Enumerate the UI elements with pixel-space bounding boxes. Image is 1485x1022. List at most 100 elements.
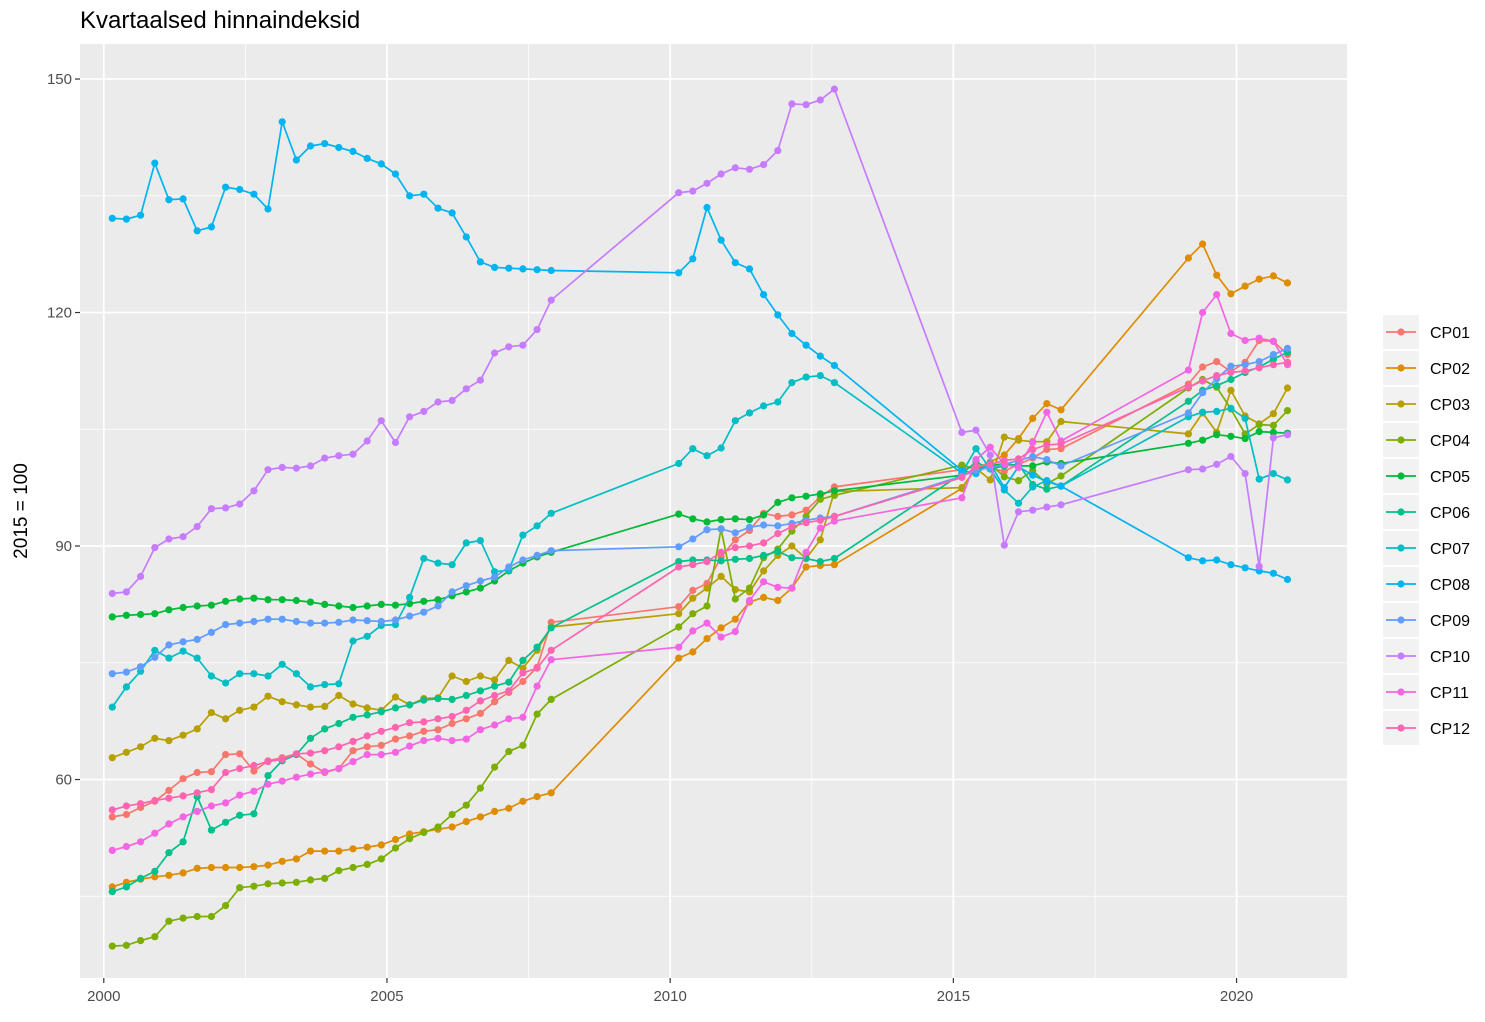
data-point <box>1184 554 1192 562</box>
legend-key-point <box>1397 688 1405 696</box>
data-point <box>335 867 343 875</box>
legend-item-cp09: CP09 <box>1383 603 1470 637</box>
data-point <box>306 876 315 884</box>
data-point <box>349 450 357 458</box>
data-point <box>122 748 130 756</box>
data-point <box>420 727 428 735</box>
data-point <box>1029 452 1037 461</box>
data-point <box>519 677 527 686</box>
series-layer <box>108 85 1292 950</box>
data-point <box>972 463 980 471</box>
data-point <box>717 572 725 581</box>
data-point <box>547 656 555 664</box>
data-point <box>448 396 456 405</box>
legend-item-cp04: CP04 <box>1383 423 1470 457</box>
data-point <box>264 758 272 766</box>
data-point <box>1227 452 1235 461</box>
data-point <box>1000 451 1008 459</box>
data-point <box>264 692 272 700</box>
data-point <box>193 807 201 816</box>
data-point <box>236 706 244 714</box>
data-point <box>1283 575 1292 584</box>
data-point <box>363 743 371 751</box>
data-point <box>179 638 187 646</box>
data-point <box>321 747 329 755</box>
legend: CP01 CP02 CP03 CP04 CP05 CP06 CP07 CP08 CP09 CP10… <box>1382 314 1470 746</box>
data-point <box>122 588 130 596</box>
data-point <box>406 192 414 200</box>
data-point <box>1057 462 1065 470</box>
data-point <box>292 773 300 781</box>
data-point <box>986 451 994 459</box>
data-point <box>306 683 315 691</box>
data-point <box>1283 476 1292 484</box>
data-point <box>122 683 130 691</box>
data-point <box>448 561 456 569</box>
data-point <box>122 668 130 676</box>
data-point <box>1227 290 1235 298</box>
data-point <box>1283 358 1292 366</box>
data-point <box>108 806 116 814</box>
data-point <box>675 558 683 566</box>
data-point <box>391 693 400 701</box>
data-point <box>731 259 739 267</box>
data-point <box>236 185 244 194</box>
data-point <box>420 597 428 605</box>
data-point <box>491 349 499 357</box>
data-point <box>179 869 187 877</box>
data-point <box>1269 272 1277 280</box>
data-point <box>830 554 839 563</box>
data-point <box>108 214 116 222</box>
data-point <box>193 654 201 662</box>
data-point <box>236 765 244 773</box>
data-point <box>420 828 428 837</box>
data-point <box>434 559 442 567</box>
data-point <box>1014 499 1023 507</box>
data-point <box>788 329 796 338</box>
data-point <box>264 672 272 680</box>
data-point <box>335 719 343 728</box>
data-point <box>731 628 739 636</box>
data-point <box>292 750 300 758</box>
data-point <box>675 269 683 277</box>
data-point <box>193 523 201 531</box>
data-point <box>675 459 683 468</box>
data-point <box>462 818 470 826</box>
data-point <box>292 617 300 626</box>
data-point <box>1000 484 1008 492</box>
legend-item-cp01: CP01 <box>1383 315 1470 349</box>
data-point <box>137 874 145 883</box>
data-point <box>1227 375 1235 384</box>
data-point <box>689 627 697 635</box>
data-point <box>476 537 484 545</box>
data-point <box>250 617 258 626</box>
data-point <box>1227 432 1235 440</box>
data-point <box>689 187 697 195</box>
data-point <box>1043 441 1051 449</box>
data-point <box>179 792 187 800</box>
data-point <box>193 725 201 733</box>
data-point <box>462 735 470 743</box>
data-point <box>1213 556 1221 564</box>
data-point <box>406 742 414 750</box>
y-axis: 60 90 120 150 <box>47 71 80 789</box>
data-point <box>1227 368 1235 377</box>
legend-item-cp03: CP03 <box>1383 387 1470 421</box>
data-point <box>179 775 187 783</box>
data-point <box>448 209 456 217</box>
data-point <box>1184 366 1192 374</box>
data-point <box>547 695 555 704</box>
legend-label: CP12 <box>1430 721 1470 738</box>
data-point <box>193 602 201 610</box>
data-point <box>703 526 711 534</box>
data-point <box>349 603 357 612</box>
data-point <box>491 691 499 700</box>
series-cp10 <box>108 85 1292 598</box>
legend-item-cp05: CP05 <box>1383 459 1470 493</box>
data-point <box>675 603 683 611</box>
data-point <box>689 515 697 523</box>
data-point <box>363 154 371 162</box>
legend-label: CP08 <box>1430 577 1470 594</box>
data-point <box>1199 408 1207 416</box>
legend-item-cp12: CP12 <box>1383 711 1470 745</box>
